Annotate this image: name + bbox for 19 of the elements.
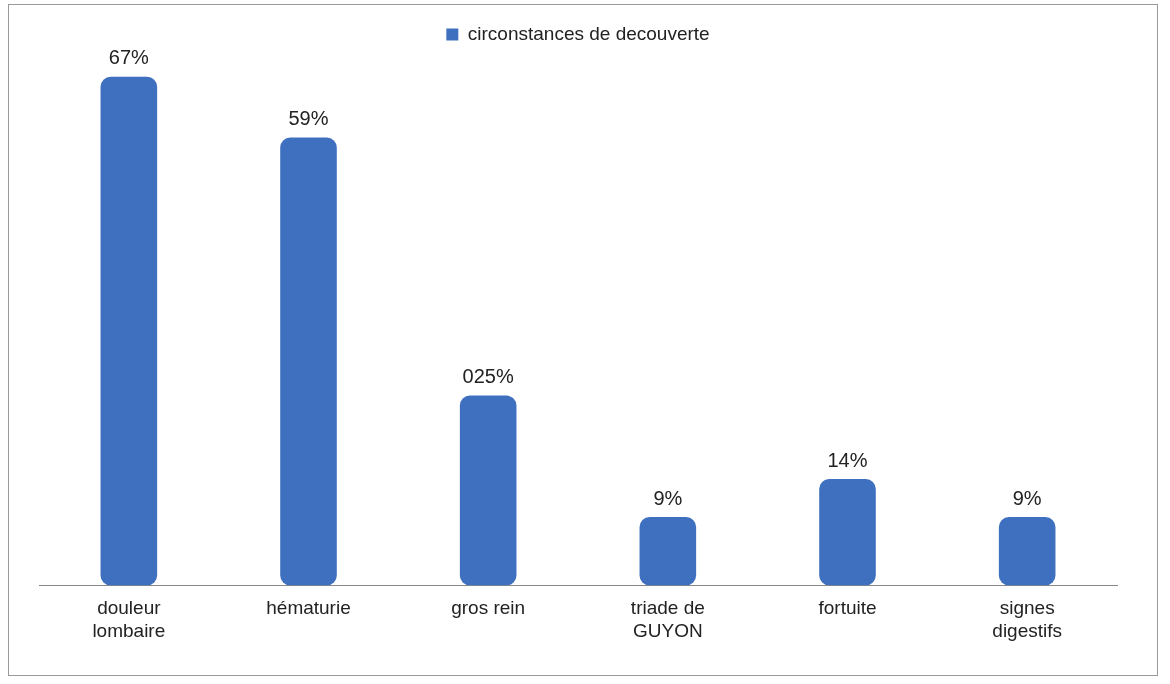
x-tick-label: douleur lombaire <box>92 597 166 641</box>
bar <box>280 137 337 586</box>
data-label: 14% <box>827 448 868 471</box>
x-tick-label: fortuite <box>818 597 877 619</box>
legend-label: circonstances de decouverte <box>467 22 710 44</box>
data-label: 9% <box>1012 486 1042 509</box>
bar <box>998 517 1056 586</box>
x-tick-label: signes digestifs <box>992 597 1063 641</box>
data-label: 67% <box>108 46 150 69</box>
bar <box>819 479 876 586</box>
data-label: 59% <box>288 107 329 130</box>
x-tick-label: hématurie <box>266 597 351 619</box>
data-label: 025% <box>462 365 514 388</box>
x-tick-label: gros rein <box>451 597 526 619</box>
bar <box>100 76 158 586</box>
bar <box>639 517 697 586</box>
bar <box>459 395 517 586</box>
data-label: 9% <box>653 486 683 509</box>
x-tick-label: triade de GUYON <box>630 597 705 641</box>
